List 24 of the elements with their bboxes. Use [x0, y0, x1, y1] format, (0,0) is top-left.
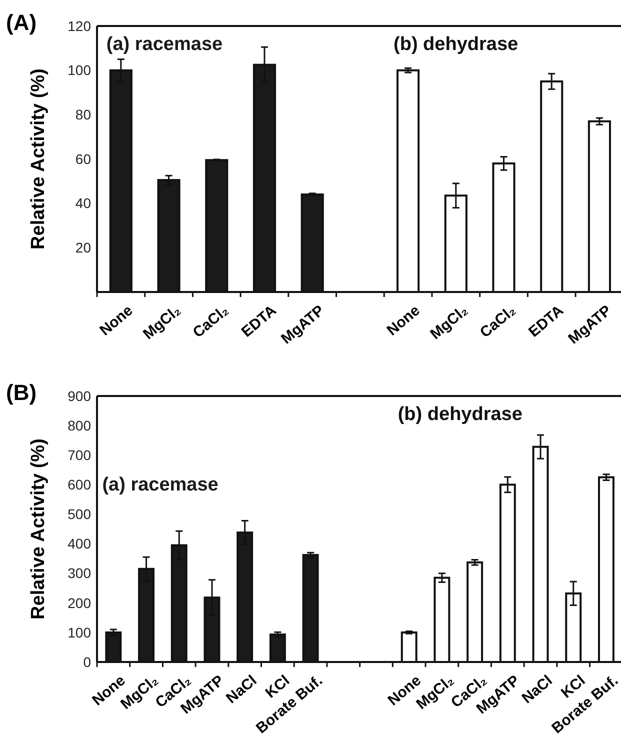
y-tick-label: 800 [68, 417, 92, 434]
y-tick-label: 120 [68, 18, 92, 34]
y-tick-label: 900 [68, 388, 92, 404]
y-tick-label: 80 [75, 106, 92, 123]
chart-title: (B) [6, 380, 37, 405]
y-axis-title: Relative Activity (%) [28, 68, 49, 250]
y-tick-label: 200 [68, 594, 92, 611]
y-tick-label: 100 [68, 62, 92, 78]
y-tick-label: 0 [83, 654, 92, 670]
y-tick-label: 40 [75, 195, 92, 212]
series-label: (b) dehydrase [398, 404, 522, 425]
y-tick-label: 600 [68, 476, 92, 493]
y-tick-label: 20 [75, 240, 92, 256]
text: (a) racemase [102, 474, 218, 496]
y-tick-label: 100 [68, 624, 92, 640]
y-tick-label: 700 [68, 447, 92, 464]
y-axis-title: Relative Activity (%) [28, 438, 49, 620]
chart-title: (A) [6, 10, 37, 35]
y-tick-label: 300 [68, 565, 92, 582]
y-tick-label: 400 [68, 536, 92, 552]
y-tick-label: 500 [68, 506, 92, 522]
series-label: (b) dehydrase [394, 34, 518, 55]
series-label: (a) racemase [106, 34, 223, 55]
y-tick-label: 60 [75, 150, 92, 167]
